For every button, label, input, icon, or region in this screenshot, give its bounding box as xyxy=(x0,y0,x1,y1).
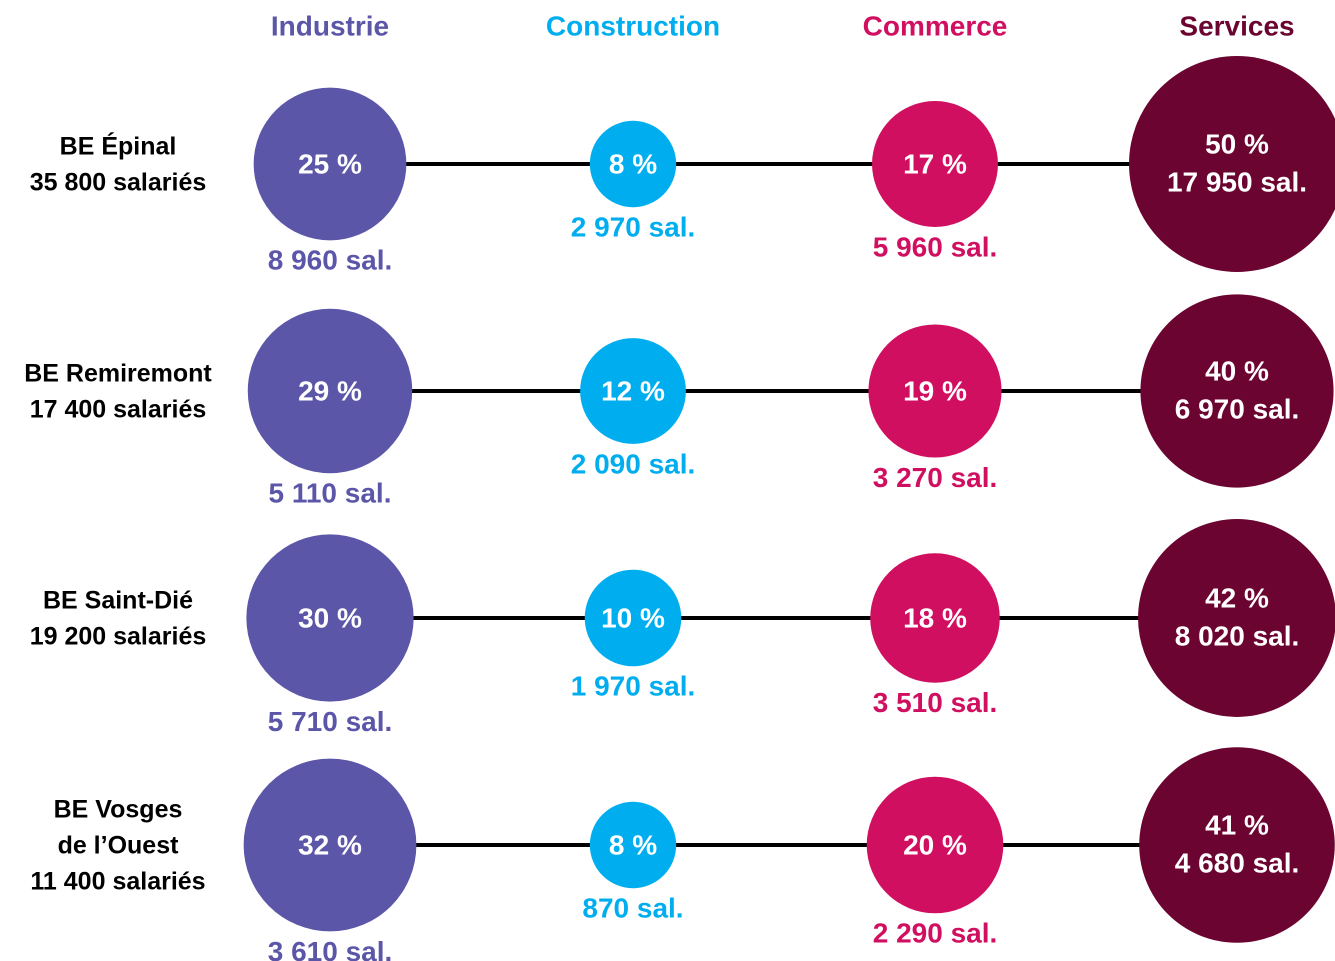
row-label: BE Vosges xyxy=(54,796,183,824)
bubble xyxy=(589,801,677,889)
bubble xyxy=(1140,294,1334,488)
value-label: 18 % xyxy=(903,602,967,633)
row-label: 11 400 salariés xyxy=(30,868,205,896)
value-label: 32 % xyxy=(298,829,362,860)
employee-label: 8 960 sal. xyxy=(268,245,393,276)
employee-label: 3 510 sal. xyxy=(873,687,998,718)
bubble xyxy=(866,776,1004,914)
employee-label: 5 110 sal. xyxy=(268,478,391,509)
employee-label: 3 270 sal. xyxy=(873,462,998,493)
row-label: 17 400 salariés xyxy=(30,396,207,424)
column-header: Commerce xyxy=(863,10,1008,41)
row-label: BE Saint-Dié xyxy=(43,587,193,615)
value-label: 41 % xyxy=(1205,809,1269,840)
employee-label: 5 710 sal. xyxy=(268,706,393,737)
value-label: 19 % xyxy=(903,375,967,406)
bubble xyxy=(589,120,677,208)
employee-label: 6 970 sal. xyxy=(1175,393,1300,424)
value-label: 8 % xyxy=(609,148,657,179)
bubble xyxy=(1138,519,1335,717)
bubble xyxy=(868,324,1002,458)
bubble xyxy=(870,553,1000,683)
bubble xyxy=(243,758,417,932)
employee-label: 1 970 sal. xyxy=(571,671,696,702)
row-label: de l’Ouest xyxy=(58,832,180,860)
value-label: 25 % xyxy=(298,148,362,179)
bubble xyxy=(247,308,413,474)
bubble xyxy=(1139,747,1335,943)
value-label: 50 % xyxy=(1205,128,1269,159)
bubble xyxy=(580,338,686,444)
employee-label: 2 090 sal. xyxy=(571,448,696,479)
value-label: 10 % xyxy=(601,602,665,633)
employee-label: 8 020 sal. xyxy=(1175,620,1300,651)
value-label: 29 % xyxy=(298,375,362,406)
row-label: BE Remiremont xyxy=(24,360,212,388)
value-label: 20 % xyxy=(903,829,967,860)
column-header: Construction xyxy=(546,10,720,41)
employee-label: 2 970 sal. xyxy=(571,212,696,243)
column-header: Industrie xyxy=(271,10,389,41)
value-label: 8 % xyxy=(609,829,657,860)
bubble xyxy=(253,87,407,241)
value-label: 12 % xyxy=(601,375,665,406)
employee-label: 870 sal. xyxy=(582,893,683,924)
employee-label: 2 290 sal. xyxy=(873,918,998,949)
row-label: 19 200 salariés xyxy=(30,623,207,651)
employee-label: 5 960 sal. xyxy=(873,231,998,262)
employee-label: 4 680 sal. xyxy=(1175,847,1300,878)
bubble xyxy=(246,534,414,702)
value-label: 30 % xyxy=(298,602,362,633)
row-label: BE Épinal xyxy=(60,132,177,161)
column-header: Services xyxy=(1179,10,1294,41)
bubble xyxy=(1129,56,1335,272)
bubble xyxy=(584,569,682,667)
value-label: 42 % xyxy=(1205,582,1269,613)
value-label: 17 % xyxy=(903,148,967,179)
row-label: 35 800 salariés xyxy=(30,169,207,197)
employee-label: 3 610 sal. xyxy=(268,936,393,961)
employee-label: 17 950 sal. xyxy=(1167,166,1307,197)
bubble xyxy=(872,101,998,227)
value-label: 40 % xyxy=(1205,355,1269,386)
